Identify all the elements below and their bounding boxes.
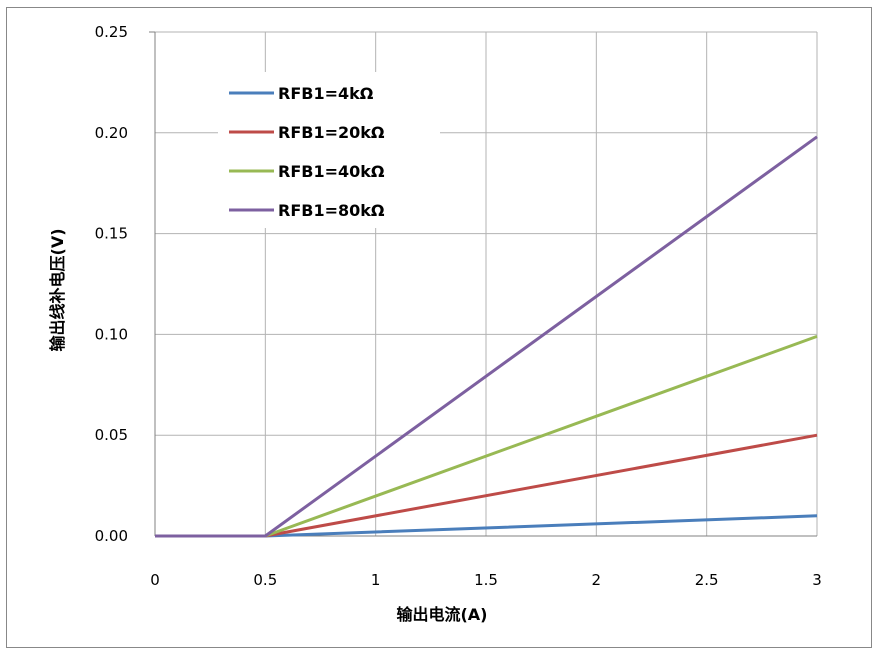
x-tick-label: 2.5: [695, 571, 719, 589]
legend: RFB1=4kΩ RFB1=20kΩ RFB1=40kΩ RFB1=80kΩ: [218, 72, 440, 228]
x-tick-labels: 0 0.5 1 1.5 2 2.5 3: [150, 571, 822, 589]
y-axis-title: 输出线补电压(V): [48, 228, 67, 351]
x-tick-label: 0: [150, 571, 160, 589]
legend-background: [218, 72, 440, 228]
legend-label: RFB1=80kΩ: [278, 201, 385, 220]
legend-label: RFB1=40kΩ: [278, 162, 385, 181]
y-tick-label: 0.00: [95, 527, 128, 545]
y-tick-label: 0.25: [95, 23, 128, 41]
y-tick-labels: 0.00 0.05 0.10 0.15 0.20 0.25: [95, 23, 128, 545]
x-tick-label: 3: [812, 571, 822, 589]
y-tick-label: 0.15: [95, 225, 128, 243]
legend-label: RFB1=20kΩ: [278, 123, 385, 142]
series-line: [155, 135, 818, 538]
legend-label: RFB1=4kΩ: [278, 84, 374, 103]
x-tick-label: 2: [592, 571, 602, 589]
series-lines: [155, 135, 818, 538]
y-tick-label: 0.20: [95, 124, 128, 142]
x-tick-label: 0.5: [253, 571, 277, 589]
y-tick-label: 0.05: [95, 426, 128, 444]
x-tick-label: 1.5: [474, 571, 498, 589]
x-axis-title: 输出电流(A): [396, 605, 487, 624]
x-tick-label: 1: [371, 571, 381, 589]
y-tick-label: 0.10: [95, 325, 128, 343]
